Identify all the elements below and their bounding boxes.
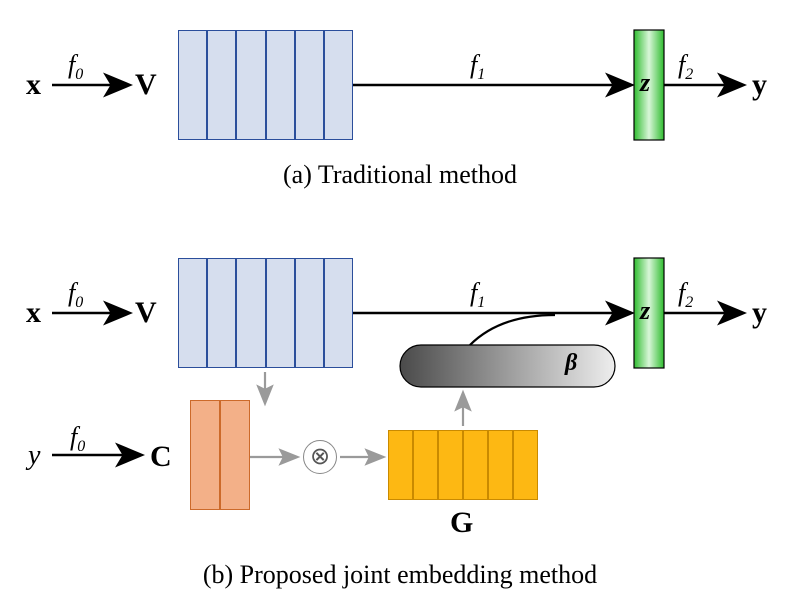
label-C: C	[150, 440, 172, 474]
label-V-b: V	[135, 296, 157, 330]
label-f0-b-top: f0	[68, 278, 83, 312]
label-f1-a: f1	[470, 50, 485, 84]
label-x-b: x	[26, 296, 41, 330]
label-z-a: z	[640, 68, 650, 98]
label-f2-a: f2	[678, 50, 693, 84]
label-f0-a: f0	[68, 50, 83, 84]
caption-a: (a) Traditional method	[200, 160, 600, 190]
label-y-a: y	[752, 68, 767, 102]
label-f0-b-bot: f0	[70, 422, 85, 456]
label-y-in-b: y	[28, 440, 40, 472]
label-x-a: x	[26, 68, 41, 102]
diagram-canvas: x f0 V f1 z f2 y (a) Traditional method …	[0, 0, 797, 615]
label-f2-b: f2	[678, 278, 693, 312]
v-block-a	[178, 30, 353, 140]
v-block-b	[178, 258, 353, 368]
c-block	[190, 400, 250, 510]
label-beta: β	[565, 350, 577, 377]
g-block	[388, 430, 538, 500]
tensor-product-icon: ⊗	[303, 440, 337, 474]
curve-pill-to-z	[470, 315, 555, 345]
label-G: G	[450, 506, 473, 540]
beta-pill	[400, 345, 615, 387]
label-z-b: z	[640, 296, 650, 326]
caption-b: (b) Proposed joint embedding method	[140, 560, 660, 590]
label-f1-b: f1	[470, 278, 485, 312]
label-V-a: V	[135, 68, 157, 102]
label-y-out-b: y	[752, 296, 767, 330]
